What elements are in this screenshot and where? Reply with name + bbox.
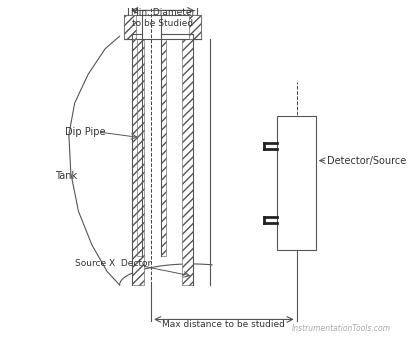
Bar [161, 39, 165, 256]
Bar [182, 39, 193, 285]
Bar [278, 116, 316, 250]
Text: Source X  Dector: Source X Dector [75, 260, 151, 268]
Bar [137, 39, 142, 256]
Text: Detector/Source: Detector/Source [327, 156, 407, 166]
Bar [124, 15, 201, 39]
Bar [189, 15, 201, 39]
Text: Dip Pipe: Dip Pipe [65, 127, 105, 137]
Text: Min. Diameter
to be Studied: Min. Diameter to be Studied [131, 8, 195, 28]
Bar [124, 15, 136, 39]
Text: Max distance to be studied: Max distance to be studied [163, 321, 285, 330]
Text: Tank: Tank [55, 171, 78, 181]
Text: InstrumentationTools.com: InstrumentationTools.com [291, 324, 390, 333]
Bar [132, 39, 144, 285]
